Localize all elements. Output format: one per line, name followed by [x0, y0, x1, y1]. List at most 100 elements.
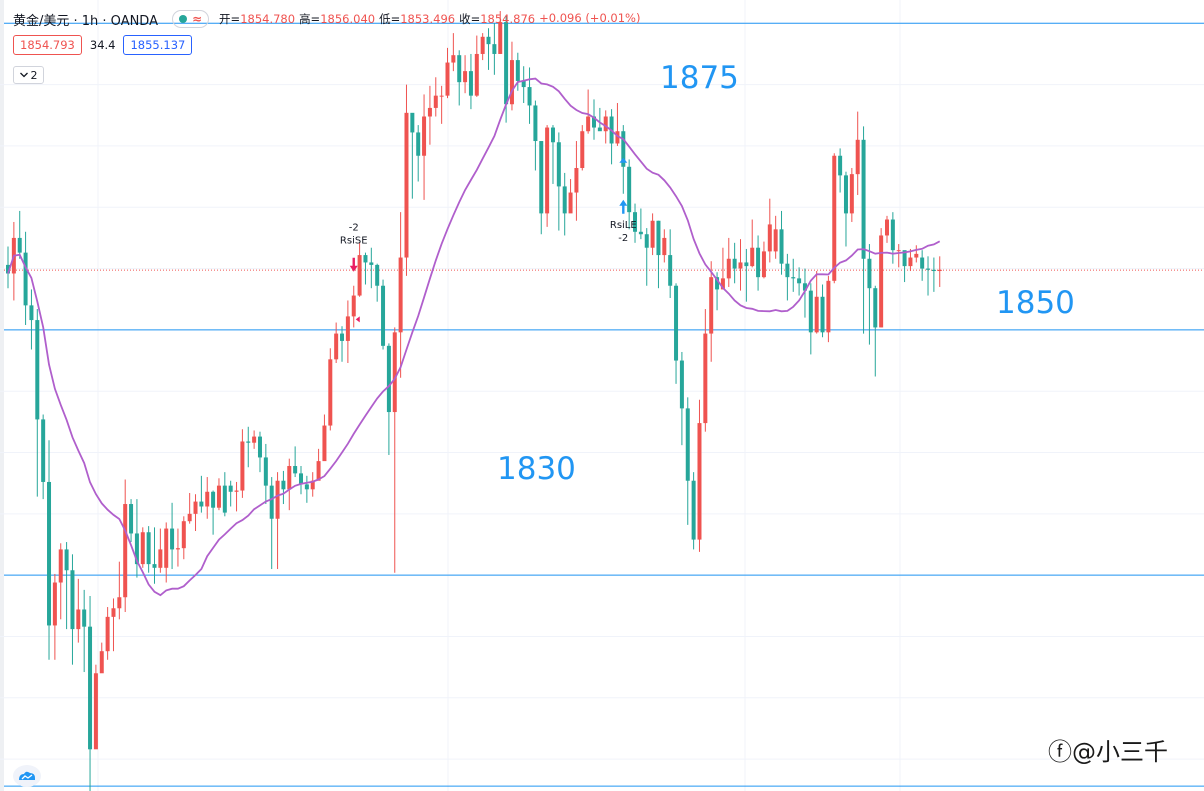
- buy-price-button[interactable]: 1855.137: [123, 35, 193, 55]
- candle-body: [334, 333, 339, 360]
- candle-body: [322, 425, 327, 462]
- candle-body: [621, 131, 626, 167]
- sell-price-button[interactable]: 1854.793: [13, 35, 82, 55]
- candle-body: [287, 466, 292, 490]
- candle-body: [193, 501, 198, 514]
- candle-body: [216, 485, 221, 508]
- candle-body: [263, 457, 268, 486]
- candle-body: [785, 263, 790, 278]
- indicator-count: 2: [30, 68, 38, 82]
- candle-body: [340, 333, 345, 341]
- candle-body: [58, 549, 63, 583]
- candle-body: [199, 501, 204, 507]
- change-value: +0.096 (+0.01%): [539, 11, 641, 25]
- buy-marker-icon: [619, 157, 628, 163]
- candle-body: [252, 436, 257, 443]
- candles: [6, 11, 942, 791]
- candle-body: [879, 235, 884, 328]
- signal-label: -2: [618, 233, 628, 244]
- candle-body: [146, 532, 151, 565]
- buy-arrow-icon: [619, 199, 628, 214]
- candle-body: [926, 268, 931, 270]
- candle-body: [427, 107, 432, 117]
- candle-body: [674, 285, 679, 361]
- candle-body: [222, 485, 227, 513]
- candle-body: [257, 436, 262, 458]
- candle-body: [375, 264, 380, 286]
- candle-body: [715, 277, 720, 290]
- candle-body: [896, 250, 901, 252]
- candle-body: [832, 155, 837, 281]
- spread-value: 34.4: [89, 38, 116, 52]
- low-label: 低=: [379, 12, 401, 26]
- candle-body: [351, 295, 356, 317]
- candle-body: [650, 220, 655, 248]
- watermark-logo-icon: ⓕ: [1048, 738, 1072, 766]
- candle-body: [867, 258, 872, 289]
- candle-body: [580, 131, 585, 169]
- candle-body: [463, 71, 468, 83]
- candle-body: [422, 116, 427, 156]
- candle-body: [797, 278, 802, 284]
- candle-body: [808, 290, 813, 333]
- candle-body: [82, 609, 87, 627]
- tradingview-logo-icon[interactable]: [13, 765, 41, 787]
- candle-body: [709, 277, 714, 334]
- indicators-collapse-button[interactable]: 2: [13, 66, 44, 84]
- level-label-1830: 1830: [497, 451, 576, 487]
- candle-body: [738, 262, 743, 269]
- candle-body: [205, 491, 210, 507]
- price-row: 1854.793 34.4 1855.137: [13, 35, 193, 55]
- candle-body: [328, 359, 333, 426]
- candle-body: [228, 485, 233, 492]
- candle-body: [550, 127, 555, 143]
- candle-body: [170, 528, 175, 550]
- candle-body: [633, 212, 638, 232]
- candle-body: [386, 345, 391, 413]
- candle-body: [791, 277, 796, 279]
- candle-body: [445, 62, 450, 96]
- candle-body: [357, 255, 362, 296]
- candle-body: [668, 255, 673, 286]
- watermark-text: @小三千: [1072, 738, 1168, 766]
- market-status-pill[interactable]: ≈: [171, 10, 210, 28]
- sell-arrow-icon: [349, 257, 358, 272]
- candle-body: [603, 116, 608, 132]
- candle-body: [363, 255, 368, 263]
- candle-body: [685, 408, 690, 481]
- candle-body: [240, 441, 245, 491]
- candle-body: [556, 142, 561, 187]
- candle-body: [627, 166, 632, 213]
- candle-body: [474, 53, 479, 96]
- candle-body: [134, 533, 139, 565]
- candle-body: [275, 480, 280, 519]
- candle-body: [750, 247, 755, 267]
- candle-body: [480, 36, 485, 54]
- candle-body: [111, 608, 116, 617]
- candle-body: [498, 22, 503, 54]
- candle-body: [597, 127, 602, 132]
- candle-body: [6, 264, 10, 274]
- candle-body: [345, 316, 350, 341]
- candle-body: [129, 504, 134, 534]
- symbol-title[interactable]: 黄金/美元 · 1h · OANDA: [13, 13, 158, 29]
- candle-body: [164, 528, 169, 568]
- candle-body: [88, 626, 93, 750]
- candle-body: [293, 466, 298, 474]
- candle-body: [175, 548, 180, 550]
- candle-body: [644, 234, 649, 248]
- candle-body: [767, 224, 772, 252]
- candle-body: [873, 288, 878, 328]
- candle-body: [814, 296, 819, 333]
- candle-body: [158, 549, 163, 568]
- candle-body: [187, 513, 192, 522]
- candle-body: [861, 139, 866, 259]
- candle-body: [246, 441, 251, 443]
- candle-body: [592, 116, 596, 128]
- candle-body: [838, 155, 843, 176]
- candle-body: [890, 219, 895, 251]
- candle-body: [902, 250, 907, 267]
- candle-body: [726, 258, 731, 279]
- candle-body: [662, 237, 667, 256]
